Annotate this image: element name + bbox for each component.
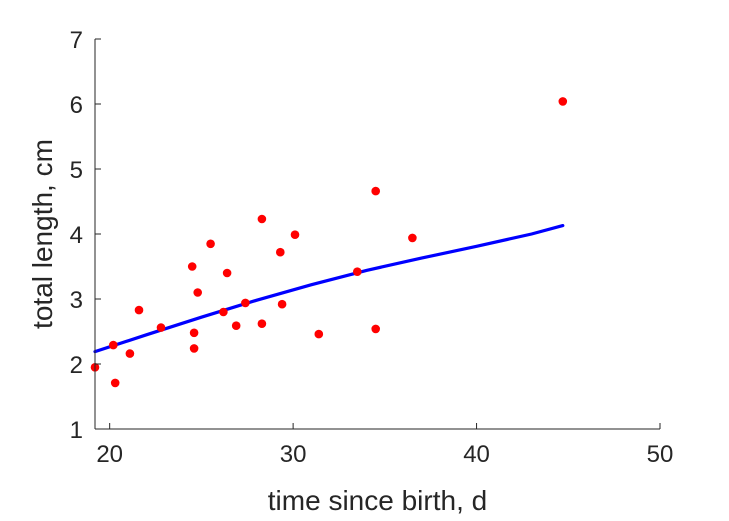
data-point — [134, 305, 144, 315]
data-point — [276, 247, 285, 257]
y-tick-label: 3 — [70, 287, 83, 314]
y-tick-label: 7 — [70, 27, 83, 54]
data-point — [371, 186, 381, 196]
data-point — [408, 233, 417, 243]
data-point — [193, 288, 202, 297]
data-point — [290, 230, 300, 239]
data-point — [110, 378, 120, 388]
data-point — [558, 97, 568, 106]
data-point — [241, 298, 250, 308]
data-point — [189, 328, 199, 338]
x-tick-label: 20 — [96, 441, 123, 468]
data-point — [257, 214, 267, 224]
plot-area — [90, 97, 568, 388]
y-axis-ticks: 1 2 3 4 5 6 7 — [70, 27, 101, 444]
data-point — [189, 344, 199, 353]
y-tick-label: 6 — [70, 92, 83, 119]
x-tick-label: 30 — [280, 441, 307, 468]
data-point — [231, 321, 241, 331]
x-axis-ticks: 20 30 40 50 — [96, 423, 673, 468]
y-axis-title: total length, cm — [27, 139, 58, 329]
data-point — [219, 307, 228, 317]
data-point — [156, 323, 166, 332]
data-point — [109, 340, 118, 350]
data-point — [257, 319, 267, 329]
data-point — [206, 239, 215, 249]
fit-curve — [93, 224, 565, 354]
data-point — [314, 329, 324, 339]
data-point — [353, 267, 362, 277]
y-tick-label: 1 — [70, 417, 83, 444]
y-tick-label: 4 — [70, 222, 83, 249]
data-point — [125, 349, 135, 358]
x-tick-label: 50 — [647, 441, 674, 468]
data-point — [222, 268, 232, 278]
x-tick-label: 40 — [463, 441, 490, 468]
data-point — [187, 262, 197, 271]
axes — [94, 39, 660, 430]
data-point — [277, 299, 287, 309]
x-axis-title: time since birth, d — [268, 485, 487, 516]
y-tick-label: 2 — [70, 352, 83, 379]
y-tick-label: 5 — [70, 157, 83, 184]
data-point — [371, 324, 381, 334]
